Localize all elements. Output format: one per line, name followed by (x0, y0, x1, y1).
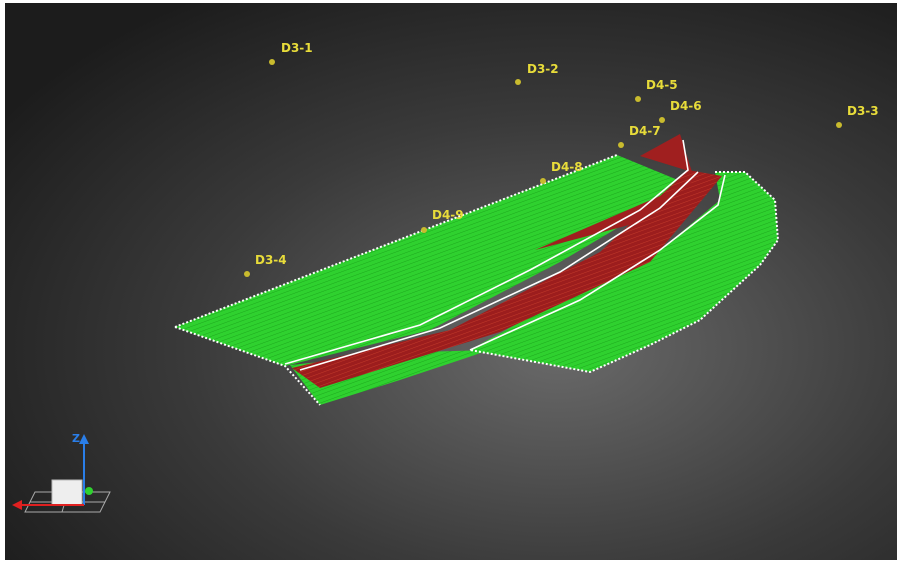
point-label: D4-6 (670, 99, 702, 113)
x-arrow (12, 500, 22, 510)
point-label: D3-4 (255, 253, 287, 267)
point-labels: D3-1 D3-2 D4-5 D4-6 D3-3 D4-7 D4-8 D4-9 … (244, 41, 879, 277)
point-label: D3-1 (281, 41, 313, 55)
left-surface (175, 155, 690, 366)
edge (469, 171, 780, 374)
breakline (469, 174, 726, 351)
point-label: D4-7 (629, 124, 661, 138)
point (836, 122, 842, 128)
point (515, 79, 521, 85)
point-label: D4-8 (551, 160, 583, 174)
point (421, 227, 427, 233)
y-axis (85, 487, 93, 495)
point (635, 96, 641, 102)
point (618, 142, 624, 148)
z-arrow (79, 434, 89, 444)
point (244, 271, 250, 277)
point (540, 178, 546, 184)
point-label: D4-5 (646, 78, 678, 92)
point-label: D4-9 (432, 208, 464, 222)
edge (174, 326, 321, 406)
breakline (284, 139, 689, 365)
breakline (299, 171, 699, 371)
point-label: D3-2 (527, 62, 559, 76)
axis-label: Z (72, 432, 80, 445)
point (659, 117, 665, 123)
axis-gizmo: Z (12, 432, 111, 513)
edge (174, 154, 618, 328)
red-patch (640, 134, 692, 172)
gizmo-cube (51, 479, 83, 506)
point (269, 59, 275, 65)
point-label: D3-3 (847, 104, 879, 118)
